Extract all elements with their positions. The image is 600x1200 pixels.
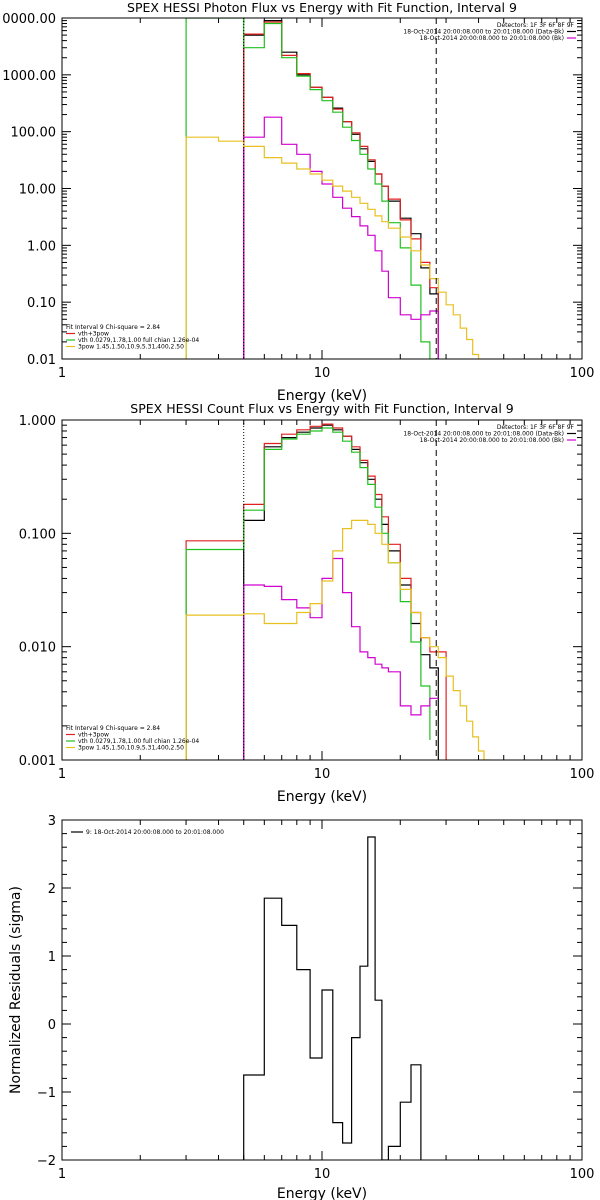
x-tick-label: 10 [314, 366, 331, 381]
x-axis-ticks [61, 420, 571, 760]
y-tick-label: 1.00 [27, 239, 56, 254]
residuals-panel: 1 10 100 −2 −1 0 1 2 3 Energy (keV) Normalized Res… [8, 814, 594, 1200]
fit-legend-item: vth 0.0279,1.78,1.00 full chian 1.26e-04 [78, 738, 199, 745]
y-tick-label: 1000.00 [2, 69, 56, 84]
y-tick-label: 3 [48, 814, 56, 829]
series-line-1 [243, 21, 439, 359]
y-tick-label: −1 [37, 1086, 56, 1101]
series-line-1 [185, 423, 447, 760]
y-axis-ticks [62, 20, 582, 360]
y-tick-label: 0.10 [27, 296, 56, 311]
series-group [243, 836, 422, 1160]
fit-legend-header: Fit Interval 9 Chi-square = 2.84 [66, 725, 160, 732]
y-axis-label: Normalized Residuals (sigma) [8, 886, 24, 1094]
series-line-4 [185, 136, 480, 359]
series-line-2 [185, 18, 439, 359]
fit-legend-item: vth 0.0279,1.78,1.00 full chian 1.26e-04 [78, 337, 199, 344]
y-tick-label: 100.00 [11, 126, 57, 141]
x-axis-label: Energy (keV) [277, 789, 367, 805]
photon-flux-panel: SPEX HESSI Photon Flux vs Energy with Fi… [2, 0, 594, 404]
x-tick-label: 100 [570, 767, 595, 782]
y-tick-label: 1.000 [19, 414, 56, 429]
series-line-3 [243, 557, 439, 760]
info-line: 18-Oct-2014 20:00:08.000 to 20:01:08.000… [403, 431, 564, 438]
count-flux-panel: SPEX HESSI Count Flux vs Energy with Fit… [19, 401, 595, 805]
y-tick-label: 0.010 [19, 641, 56, 656]
fit-legend-item: vth+3pow [78, 732, 109, 739]
info-line: 18-Oct-2014 20:00:08.000 to 20:01:08.000… [420, 35, 564, 42]
y-tick-label: 10.00 [19, 183, 56, 198]
x-tick-label: 10 [314, 1167, 331, 1182]
x-axis-label: Energy (keV) [277, 388, 367, 404]
info-line: Detectors: 1F 3F 6F 8F 9F [497, 424, 575, 431]
y-tick-label: 0.01 [27, 353, 56, 368]
y-tick-label: 0 [48, 1018, 56, 1033]
series-line-4 [185, 519, 490, 760]
x-tick-label: 1 [58, 1167, 66, 1182]
series-line-2 [185, 427, 431, 760]
y-tick-label: −2 [37, 1154, 56, 1169]
y-tick-label: 2 [48, 882, 56, 897]
y-axis-ticks [62, 424, 582, 761]
series-line-0 [243, 424, 439, 760]
x-tick-label: 100 [570, 366, 595, 381]
plot-frame [61, 419, 583, 761]
plot-frame [61, 17, 583, 360]
x-axis-ticks [61, 18, 571, 359]
series-line-0 [243, 20, 439, 359]
x-axis-label: Energy (keV) [277, 1186, 367, 1200]
y-tick-label: 0000.00 [2, 12, 56, 27]
legend-text: 9: 18-Oct-2014 20:00:08.000 to 20:01:08.… [86, 829, 224, 836]
info-line: 18-Oct-2014 20:00:08.000 to 20:01:08.000… [420, 437, 564, 444]
fit-legend-header: Fit Interval 9 Chi-square = 2.84 [66, 324, 160, 331]
y-tick-label: 0.100 [19, 527, 56, 542]
series-line-3 [243, 116, 439, 359]
y-tick-label: 0.001 [19, 754, 56, 769]
series-group [185, 18, 480, 359]
info-line: Detectors: 1F 3F 6F 8F 9F [497, 22, 575, 29]
y-axis-ticks [62, 819, 582, 1161]
chart-title: SPEX HESSI Count Flux vs Energy with Fit… [130, 401, 513, 416]
series-line-0 [243, 836, 422, 1160]
fit-legend-item: 3pow 1.45,1.50,10.9,5.31,400,2.50 [78, 745, 184, 752]
info-line: 18-Oct-2014 20:00:08.000 to 20:01:08.000… [403, 29, 564, 36]
x-axis-ticks [61, 820, 571, 1160]
x-tick-label: 100 [570, 1167, 595, 1182]
fit-legend-item: 3pow 1.45,1.50,10.9,5.31,400,2.50 [78, 344, 184, 351]
x-tick-label: 10 [314, 767, 331, 782]
fit-legend-item: vth+3pow [78, 331, 109, 338]
y-tick-label: 1 [48, 950, 56, 965]
series-group [185, 423, 490, 760]
x-tick-label: 1 [58, 767, 66, 782]
x-tick-label: 1 [58, 366, 66, 381]
plot-frame [61, 819, 583, 1161]
chart-title: SPEX HESSI Photon Flux vs Energy with Fi… [127, 0, 517, 15]
